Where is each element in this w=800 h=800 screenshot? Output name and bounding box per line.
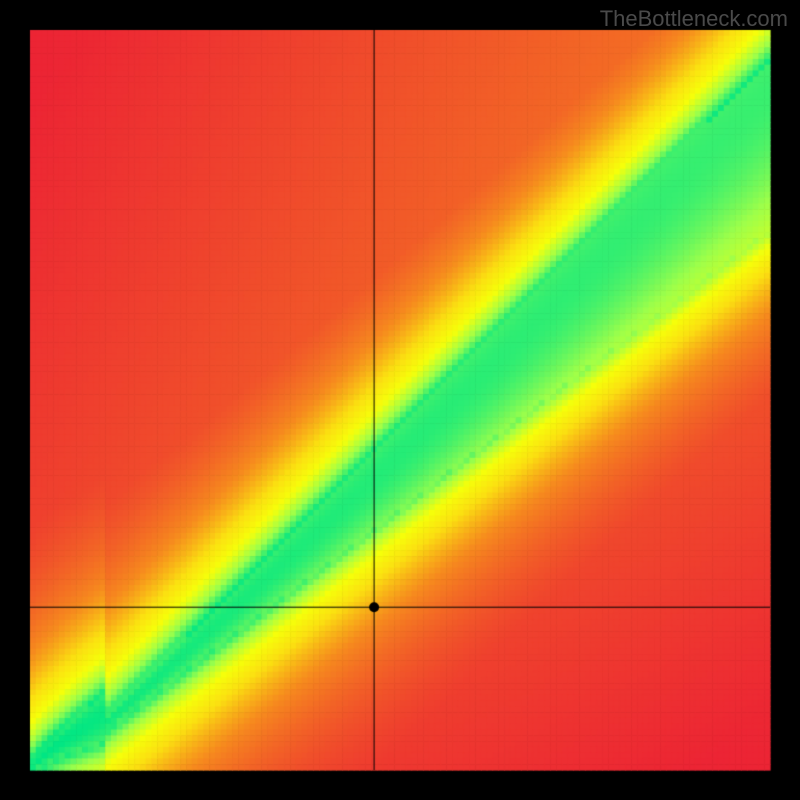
figure-container: TheBottleneck.com	[0, 0, 800, 800]
heatmap-canvas	[0, 0, 800, 800]
watermark-text: TheBottleneck.com	[600, 6, 788, 32]
